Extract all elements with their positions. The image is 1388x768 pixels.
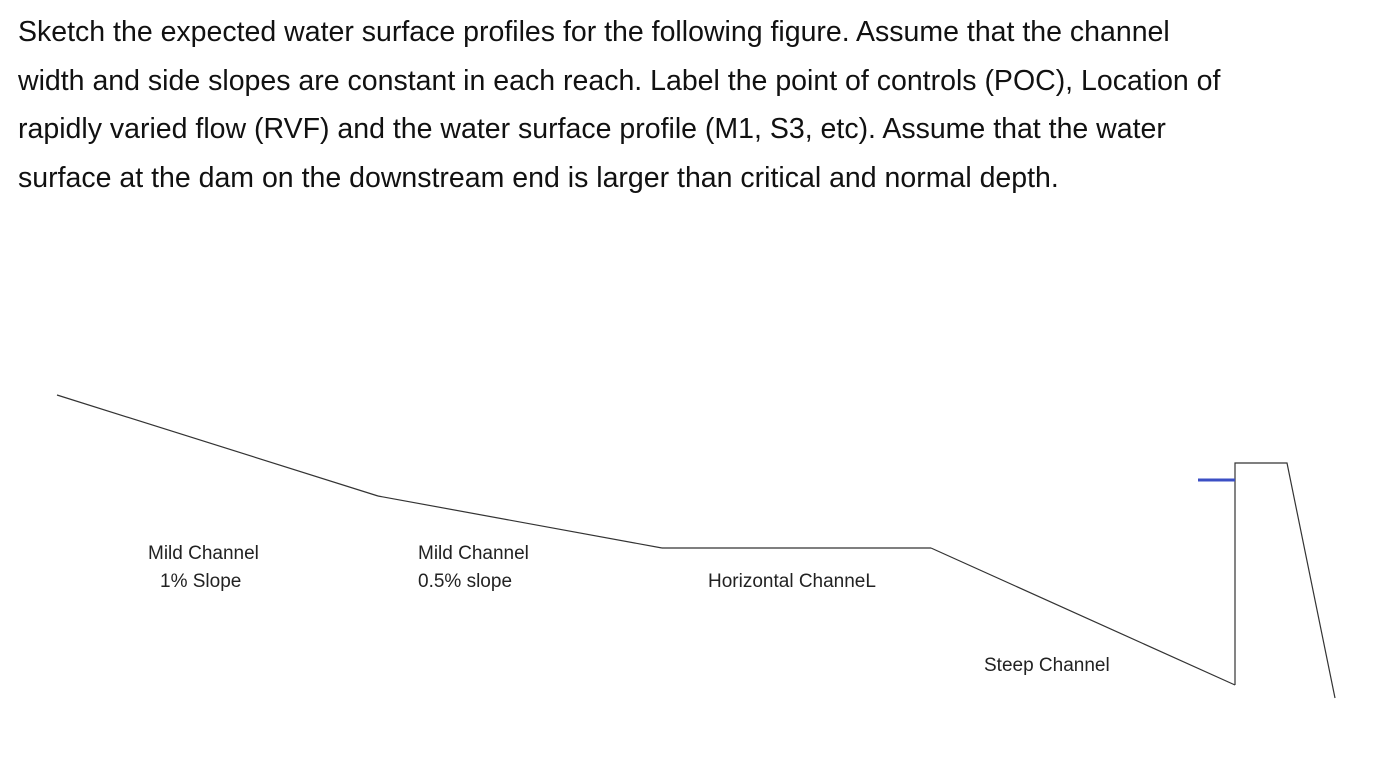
mild-channel-1-label-line1: Mild Channel: [148, 543, 259, 564]
horizontal-channel-label: Horizontal ChanneL: [708, 568, 876, 596]
mild-channel-1-label-line2: 1% Slope: [160, 571, 242, 592]
question-line-4: surface at the dam on the downstream end…: [18, 161, 1059, 194]
question-line-3: rapidly varied flow (RVF) and the water …: [18, 113, 1166, 145]
steep-channel-label-line1: Steep Channel: [984, 655, 1110, 676]
question-line-2: width and side slopes are constant in ea…: [18, 64, 1221, 97]
question-line-1: Sketch the expected water surface profil…: [18, 16, 1170, 48]
steep-channel-bed: [930, 547, 1236, 686]
mild-channel-2-label-line2: 0.5% slope: [418, 571, 513, 592]
steep-channel-label: Steep Channel: [984, 652, 1110, 680]
mild-channel-2-bed: [377, 495, 663, 549]
mild-channel-1-label: Mild Channel 1% Slope: [148, 540, 259, 596]
mild-channel-1-bed: [56, 394, 379, 497]
dam: [1234, 462, 1336, 699]
mild-channel-2-label-line1: Mild Channel: [418, 543, 529, 564]
question-text: Sketch the expected water surface profil…: [18, 8, 1378, 202]
horizontal-channel-label-line1: Horizontal ChanneL: [708, 571, 876, 592]
mild-channel-2-label: Mild Channel 0.5% slope: [418, 540, 529, 596]
